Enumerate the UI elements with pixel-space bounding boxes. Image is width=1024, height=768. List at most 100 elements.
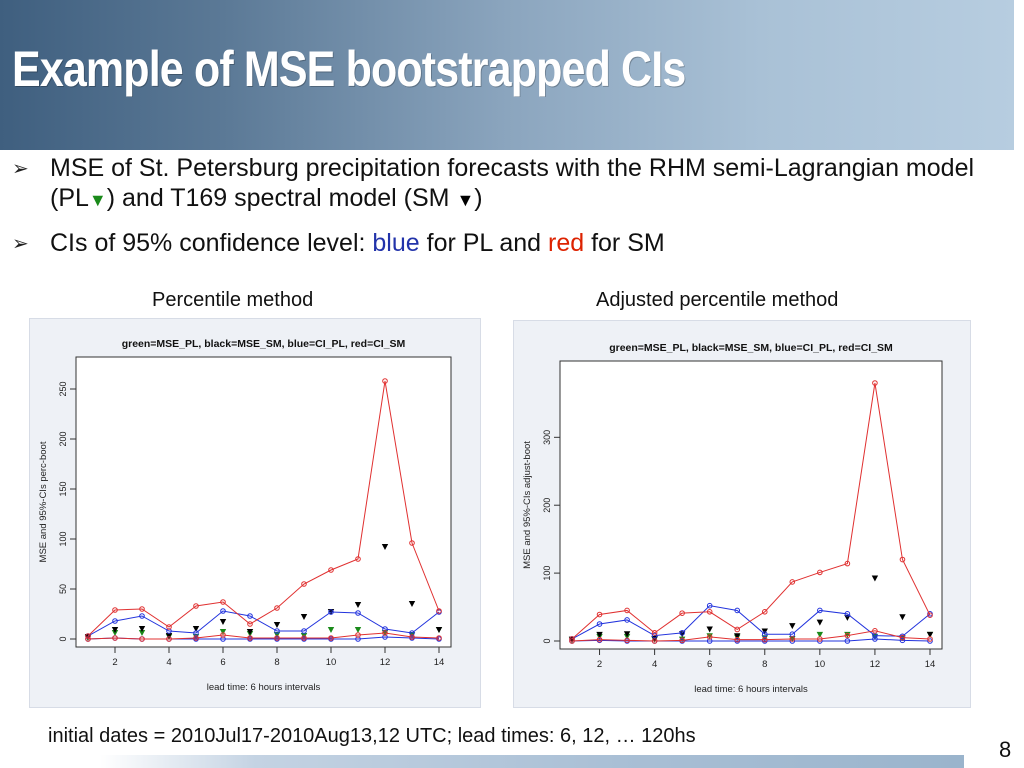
plot-frame (559, 360, 943, 650)
slide-title: Example of MSE bootstrapped CIs (12, 41, 686, 97)
y-tick-label: 100 (542, 566, 552, 581)
series-point-3 (220, 636, 226, 642)
x-tick-label: 8 (274, 657, 279, 668)
series-point-4 (789, 579, 796, 585)
series-point-4 (301, 581, 307, 587)
chart-title: green=MSE_PL, black=MSE_SM, blue=CI_PL, … (609, 342, 893, 354)
y-axis-label: MSE and 95%-CIs perc-boot (38, 441, 49, 562)
series-point-2 (301, 628, 307, 634)
bullet-mse-text-2: ) and T169 spectral model (SM (106, 184, 457, 212)
series-point-5 (436, 635, 442, 641)
series-point-5 (139, 636, 145, 642)
series-point-5 (112, 635, 118, 641)
series-marker-1 (706, 626, 713, 633)
x-tick-label: 12 (380, 657, 391, 668)
series-point-4 (436, 608, 442, 614)
series-point-4 (817, 569, 823, 576)
series-point-4 (274, 605, 280, 611)
series-point-2 (734, 607, 741, 614)
series-marker-0 (816, 631, 824, 638)
series-line-5 (87, 632, 440, 640)
y-tick-label: 50 (58, 584, 68, 594)
series-point-5 (651, 638, 658, 644)
series-point-4 (139, 606, 145, 612)
footer-note: initial dates = 2010Jul17-2010Aug13,12 U… (48, 725, 696, 747)
series-marker-1 (192, 626, 200, 632)
series-point-2 (247, 613, 253, 619)
bullet-cis-text-1: CIs of 95% confidence level: (50, 229, 373, 257)
x-tick-label: 14 (434, 657, 445, 668)
series-marker-1 (623, 631, 631, 638)
series-point-5 (789, 636, 796, 642)
chart-panel-adjusted: green=MSE_PL, black=MSE_SM, blue=CI_PL, … (513, 320, 971, 708)
series-point-2 (624, 617, 630, 623)
green-down-triangle-icon: ▼ (88, 190, 107, 210)
series-point-2 (844, 611, 851, 617)
series-point-2 (139, 613, 145, 619)
chart-percentile: green=MSE_PL, black=MSE_SM, blue=CI_PL, … (38, 338, 452, 693)
x-tick-label: 4 (652, 659, 657, 670)
series-point-2 (112, 618, 118, 624)
x-tick-label: 2 (112, 657, 117, 668)
x-tick-label: 14 (925, 659, 936, 670)
series-point-5 (85, 636, 91, 642)
series-point-5 (679, 637, 685, 644)
series-point-4 (761, 609, 768, 615)
series-point-4 (382, 378, 388, 384)
series-marker-1 (138, 626, 146, 632)
series-point-5 (274, 635, 280, 641)
series-point-4 (355, 556, 361, 562)
series-point-4 (844, 560, 851, 567)
series-line-2 (87, 610, 440, 637)
series-point-4 (899, 556, 906, 563)
x-tick-label: 2 (597, 659, 602, 670)
series-point-5 (596, 636, 603, 643)
arrow-bullet-icon: ➢ (12, 233, 29, 255)
black-down-triangle-icon: ▼ (456, 190, 475, 210)
series-point-5 (927, 636, 933, 642)
series-marker-1 (435, 627, 443, 633)
y-tick-label: 300 (542, 430, 552, 445)
series-marker-1 (273, 622, 281, 628)
series-line-4 (571, 382, 931, 640)
series-point-2 (706, 602, 713, 609)
series-point-5 (409, 634, 415, 640)
series-point-5 (899, 634, 906, 641)
series-point-5 (872, 628, 878, 634)
series-marker-1 (354, 602, 362, 608)
series-point-5 (817, 636, 823, 642)
chart-panel-percentile: green=MSE_PL, black=MSE_SM, blue=CI_PL, … (29, 318, 481, 708)
series-point-4 (651, 630, 658, 636)
series-point-4 (193, 603, 199, 609)
y-tick-label: 150 (58, 481, 68, 496)
adjusted-percentile-method-label: Adjusted percentile method (596, 289, 839, 311)
x-tick-label: 6 (220, 657, 225, 668)
bullet-cis: CIs of 95% confidence level: blue for PL… (50, 228, 665, 258)
series-marker-1 (300, 614, 308, 620)
series-marker-1 (899, 614, 906, 621)
y-tick-label: 250 (58, 381, 68, 396)
series-point-5 (220, 632, 226, 638)
series-point-5 (624, 637, 630, 644)
y-tick-label: 0 (58, 636, 68, 641)
percentile-method-label: Percentile method (152, 289, 314, 311)
series-point-4 (624, 607, 630, 614)
series-point-5 (355, 632, 361, 638)
x-tick-label: 10 (815, 659, 826, 670)
series-point-5 (166, 636, 172, 642)
series-point-3 (844, 638, 851, 644)
series-point-4 (409, 540, 415, 546)
series-marker-1 (246, 629, 254, 635)
series-point-2 (596, 621, 603, 627)
bullet-cis-blue: blue (372, 229, 420, 257)
bullet-mse-text-1: MSE of St. Petersburg precipitation fore… (50, 154, 975, 212)
x-axis-label: lead time: 6 hours intervals (694, 684, 808, 695)
series-point-5 (328, 635, 334, 641)
series-point-3 (706, 638, 713, 644)
series-point-2 (220, 608, 226, 614)
series-point-3 (355, 636, 361, 642)
x-tick-label: 10 (326, 657, 337, 668)
x-tick-label: 8 (762, 659, 767, 670)
series-point-2 (761, 631, 768, 638)
series-point-5 (247, 635, 253, 641)
